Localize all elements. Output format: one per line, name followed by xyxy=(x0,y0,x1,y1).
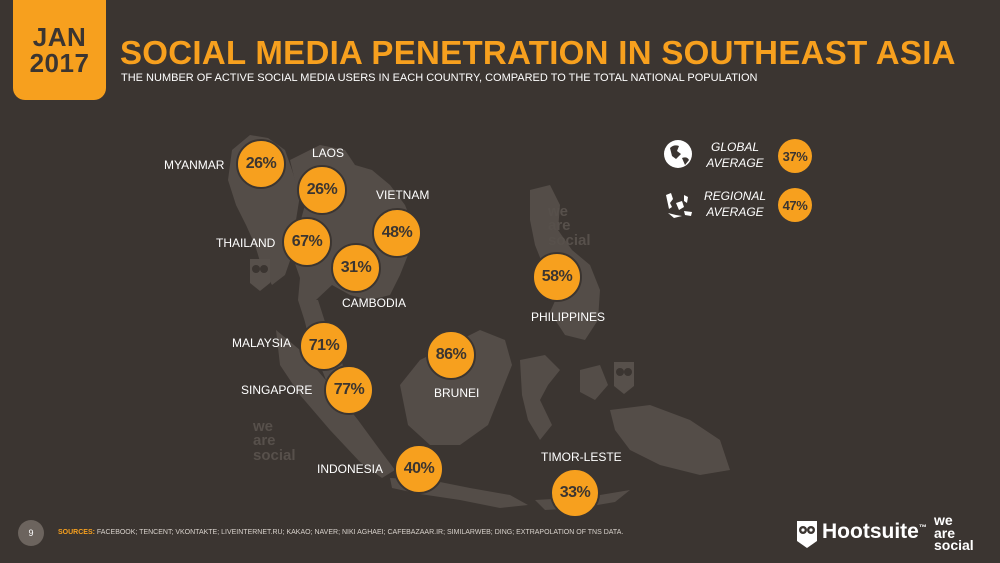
globe-icon xyxy=(664,140,692,168)
we-are-social-logo: we are social xyxy=(934,512,974,554)
country-bubble-timor-leste: 33% xyxy=(550,468,600,518)
date-badge: JAN 2017 xyxy=(13,0,106,100)
country-label-singapore: SINGAPORE xyxy=(241,383,313,397)
region-map-icon xyxy=(666,193,692,218)
country-label-brunei: BRUNEI xyxy=(434,386,480,400)
country-bubble-indonesia: 40% xyxy=(394,444,444,494)
global-average-label: GLOBAL AVERAGE xyxy=(706,140,764,170)
country-bubble-malaysia: 71% xyxy=(299,321,349,371)
page-title: SOCIAL MEDIA PENETRATION IN SOUTHEAST AS… xyxy=(120,34,956,71)
page-number: 9 xyxy=(18,520,44,546)
sources-list: FACEBOOK; TENCENT; VKONTAKTE; LIVEINTERN… xyxy=(96,529,624,536)
country-label-cambodia: CAMBODIA xyxy=(342,296,407,310)
country-label-timor-leste: TIMOR-LESTE xyxy=(541,450,622,464)
country-bubble-myanmar: 26% xyxy=(236,139,286,189)
owl-watermark-icon xyxy=(614,362,634,394)
country-label-indonesia: INDONESIA xyxy=(317,462,384,476)
country-label-vietnam: VIETNAM xyxy=(376,188,430,202)
global-average-value: 37% xyxy=(778,139,812,173)
page-subtitle: THE NUMBER OF ACTIVE SOCIAL MEDIA USERS … xyxy=(121,72,758,84)
country-bubble-cambodia: 31% xyxy=(331,243,381,293)
papua-shape xyxy=(610,405,730,475)
hootsuite-logo: Hootsuite™ xyxy=(822,520,927,543)
country-bubble-vietnam: 48% xyxy=(372,208,422,258)
country-bubble-laos: 26% xyxy=(297,165,347,215)
regional-average-label: REGIONAL AVERAGE xyxy=(703,189,766,219)
regional-average-value: 47% xyxy=(778,188,812,222)
sources-label: SOURCES: xyxy=(58,529,95,536)
sulawesi-shape xyxy=(520,355,560,440)
we-are-social-watermark: we are social xyxy=(253,418,296,464)
country-bubble-philippines: 58% xyxy=(532,252,582,302)
country-label-laos: LAOS xyxy=(312,146,345,160)
country-label-thailand: THAILAND xyxy=(216,236,276,250)
hootsuite-owl-icon xyxy=(797,521,817,548)
we-are-social-watermark: we are social xyxy=(548,203,591,249)
country-bubble-thailand: 67% xyxy=(282,217,332,267)
country-bubble-singapore: 77% xyxy=(324,365,374,415)
badge-year: 2017 xyxy=(29,48,90,78)
sources-text: SOURCES: FACEBOOK; TENCENT; VKONTAKTE; L… xyxy=(58,529,623,536)
country-label-myanmar: MYANMAR xyxy=(164,158,225,172)
owl-watermark-icon xyxy=(250,259,270,291)
country-label-malaysia: MALAYSIA xyxy=(232,336,292,350)
country-label-philippines: PHILIPPINES xyxy=(531,310,606,324)
badge-month: JAN xyxy=(32,22,87,52)
country-bubble-brunei: 86% xyxy=(426,330,476,380)
maluku-shape xyxy=(580,365,608,400)
